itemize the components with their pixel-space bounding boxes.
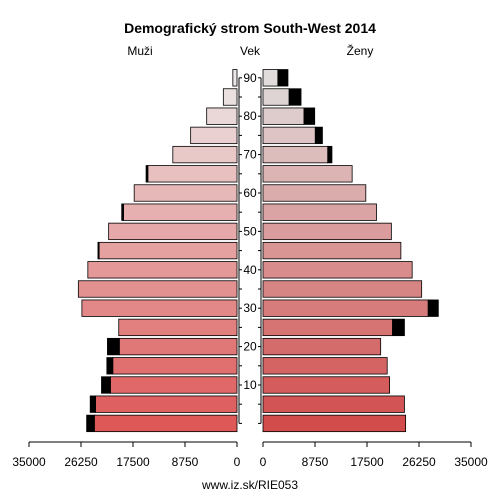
men-x-tick-label: 17500 bbox=[116, 455, 150, 469]
men-x-tick-label: 26250 bbox=[64, 455, 98, 469]
men-bar-75-79 bbox=[190, 126, 238, 145]
men-bar-50-54 bbox=[108, 222, 238, 241]
women-surplus-75-79 bbox=[314, 126, 323, 145]
age-tick-label: 80 bbox=[243, 109, 257, 123]
men-surplus-10-14 bbox=[101, 376, 111, 394]
men-bar-15-19 bbox=[112, 357, 238, 375]
men-bar-35-39 bbox=[77, 280, 238, 298]
women-bar-5-9 bbox=[262, 395, 405, 413]
chart-title: Demografický strom South-West 2014 bbox=[124, 20, 376, 36]
women-bar-40-44 bbox=[262, 261, 413, 279]
women-bar-25-29 bbox=[262, 318, 393, 337]
women-surplus-80-84 bbox=[303, 107, 316, 125]
age-tick-label: 40 bbox=[243, 263, 257, 277]
women-x-tick-label: 0 bbox=[260, 455, 267, 469]
bars-layer bbox=[77, 69, 439, 433]
women-bar-30-34 bbox=[262, 299, 429, 317]
men-bar-10-14 bbox=[110, 376, 238, 394]
men-surplus-20-24 bbox=[107, 337, 120, 356]
women-bar-90+ bbox=[262, 69, 279, 87]
men-surplus-55-59 bbox=[121, 203, 124, 221]
men-surplus-5-9 bbox=[89, 395, 96, 413]
women-bar-60-64 bbox=[262, 184, 367, 202]
women-bar-35-39 bbox=[262, 280, 423, 298]
men-label: Muži bbox=[127, 44, 152, 58]
women-label: Ženy bbox=[347, 43, 374, 58]
men-x-tick-label: 0 bbox=[234, 455, 241, 469]
women-x-tick-label: 35000 bbox=[454, 455, 488, 469]
age-tick-label: 50 bbox=[243, 224, 257, 238]
age-axis-label: Vek bbox=[240, 44, 261, 58]
women-surplus-70-74 bbox=[327, 145, 333, 164]
men-bar-5-9 bbox=[95, 395, 238, 413]
women-bar-0-4 bbox=[262, 414, 407, 433]
women-x-tick-label: 8750 bbox=[302, 455, 329, 469]
men-bar-85-89 bbox=[222, 88, 238, 106]
women-bar-85-89 bbox=[262, 88, 290, 106]
source-footer: www.iz.sk/RIE053 bbox=[201, 478, 298, 492]
men-bar-65-69 bbox=[147, 165, 238, 183]
women-x-tick-label: 17500 bbox=[350, 455, 384, 469]
women-surplus-85-89 bbox=[288, 88, 302, 106]
women-bar-10-14 bbox=[262, 376, 390, 394]
men-surplus-15-19 bbox=[106, 357, 114, 375]
men-x-tick-label: 8750 bbox=[172, 455, 199, 469]
women-x-tick-label: 26250 bbox=[402, 455, 436, 469]
women-bar-65-69 bbox=[262, 165, 353, 183]
men-bar-20-24 bbox=[118, 337, 238, 356]
women-bar-70-74 bbox=[262, 145, 329, 164]
men-bar-90+ bbox=[232, 69, 238, 87]
women-bar-50-54 bbox=[262, 222, 392, 241]
women-surplus-30-34 bbox=[427, 299, 439, 317]
age-tick-label: 60 bbox=[243, 186, 257, 200]
women-bar-75-79 bbox=[262, 126, 316, 145]
women-surplus-90+ bbox=[277, 69, 289, 87]
men-bar-30-34 bbox=[81, 299, 238, 317]
men-bar-80-84 bbox=[206, 107, 238, 125]
age-tick-label: 10 bbox=[243, 378, 257, 392]
men-bar-55-59 bbox=[123, 203, 238, 221]
age-tick-label: 20 bbox=[243, 340, 257, 354]
women-surplus-25-29 bbox=[392, 318, 405, 337]
men-bar-45-49 bbox=[98, 241, 238, 260]
men-surplus-65-69 bbox=[145, 165, 149, 183]
men-surplus-45-49 bbox=[97, 241, 100, 260]
age-tick-label: 70 bbox=[243, 148, 257, 162]
age-tick-label: 90 bbox=[243, 71, 257, 85]
women-bar-45-49 bbox=[262, 241, 402, 260]
men-bar-70-74 bbox=[172, 145, 238, 164]
men-x-tick-label: 35000 bbox=[12, 455, 46, 469]
men-bar-60-64 bbox=[133, 184, 238, 202]
men-surplus-0-4 bbox=[86, 414, 95, 433]
women-bar-20-24 bbox=[262, 337, 382, 356]
women-bar-80-84 bbox=[262, 107, 305, 125]
age-tick-label: 30 bbox=[243, 301, 257, 315]
men-bar-0-4 bbox=[93, 414, 238, 433]
axes-layer: 10 20 30 40 50 60 70 80 90 0 0 8750 8750 17500 17500 26… bbox=[12, 71, 488, 469]
women-bar-15-19 bbox=[262, 357, 388, 375]
women-bar-55-59 bbox=[262, 203, 377, 221]
men-bar-40-44 bbox=[87, 261, 238, 279]
men-bar-25-29 bbox=[118, 318, 238, 337]
